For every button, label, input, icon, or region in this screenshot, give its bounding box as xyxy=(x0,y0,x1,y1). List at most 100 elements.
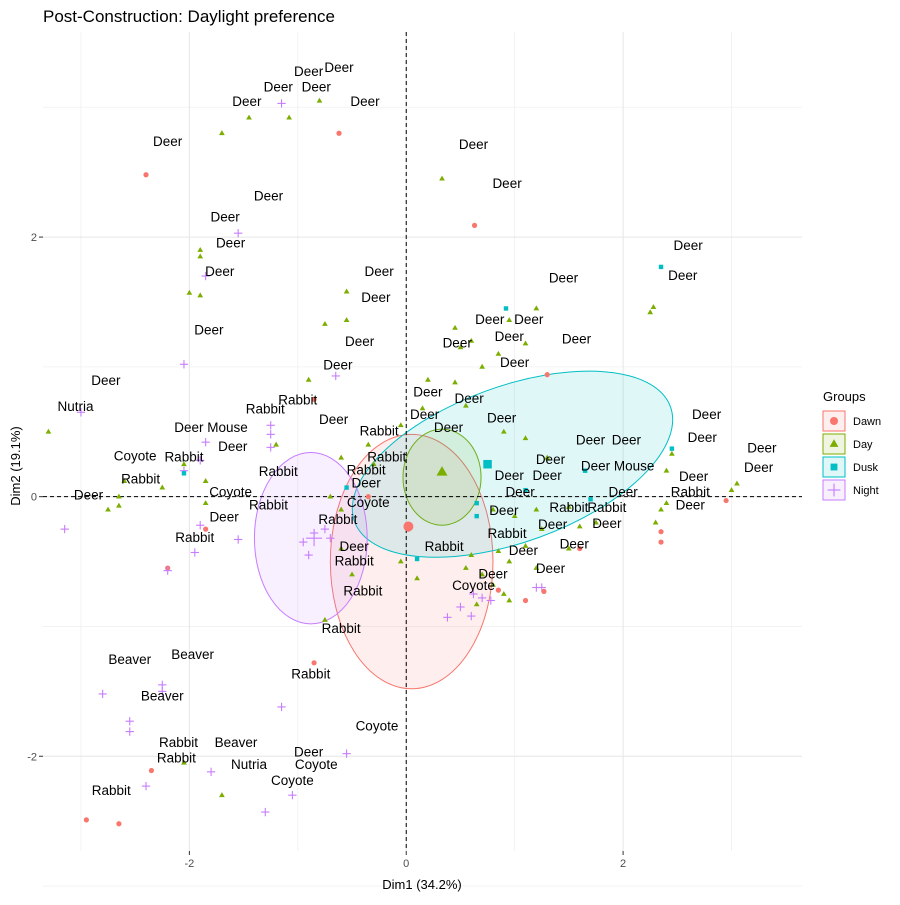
point-label: Deer Mouse xyxy=(581,459,655,474)
point-label: Deer xyxy=(562,332,592,347)
data-point-day xyxy=(452,379,458,385)
data-point-day xyxy=(522,435,529,441)
point-label: Deer xyxy=(410,407,440,422)
point-label: Rabbit xyxy=(347,463,386,478)
data-point-day xyxy=(566,503,572,509)
data-point-day xyxy=(728,487,735,493)
point-label: Deer xyxy=(533,468,563,483)
data-point-dawn xyxy=(143,172,149,178)
point-label: Deer xyxy=(294,64,324,79)
point-label: Deer xyxy=(489,503,519,518)
legend-key-marker xyxy=(827,483,841,497)
data-point-night xyxy=(443,613,452,622)
data-point-day xyxy=(397,558,404,564)
data-point-day xyxy=(186,289,193,295)
data-point-day xyxy=(495,548,502,554)
point-label: Rabbit xyxy=(335,553,374,568)
data-point-dawn xyxy=(522,597,529,604)
data-point-day xyxy=(286,114,292,120)
data-point-day xyxy=(219,792,225,798)
data-point-night xyxy=(98,689,107,699)
point-label: Deer xyxy=(505,485,535,500)
data-point-day xyxy=(246,114,252,120)
point-label: Nutria xyxy=(231,757,268,772)
data-point-day xyxy=(495,350,502,356)
points-layer xyxy=(45,97,740,827)
ellipse-dusk xyxy=(351,370,674,558)
data-point-night xyxy=(196,456,205,465)
data-point-day xyxy=(159,484,166,490)
data-point-day xyxy=(116,493,122,499)
data-point-day xyxy=(338,506,345,512)
data-point-day xyxy=(197,253,204,259)
point-label: Coyote xyxy=(295,757,338,772)
data-point-day xyxy=(439,175,445,181)
point-label: Deer xyxy=(592,516,622,531)
group-center-dusk xyxy=(483,459,492,469)
data-point-night xyxy=(320,524,330,534)
point-label: Deer xyxy=(413,385,443,400)
ellipse-day xyxy=(402,428,482,526)
data-point-day xyxy=(414,575,420,581)
point-label: Rabbit xyxy=(278,393,317,408)
data-point-day xyxy=(322,320,328,326)
point-label: Deer xyxy=(153,134,183,149)
point-labels-layer: Deer Deer Deer Deer Deer Deer Deer Deer Deer Deer… xyxy=(58,60,777,798)
point-label: Nutria xyxy=(58,399,95,414)
data-point-day xyxy=(500,428,507,434)
data-point-day xyxy=(397,422,404,428)
point-label: Rabbit xyxy=(246,402,285,417)
point-label: Deer xyxy=(487,411,517,426)
point-label: Deer xyxy=(688,430,718,445)
data-point-day xyxy=(327,493,334,499)
data-point-day xyxy=(338,454,345,460)
data-point-day xyxy=(506,317,513,323)
data-point-day xyxy=(219,130,225,136)
data-point-day xyxy=(105,506,111,512)
data-point-day xyxy=(500,590,507,596)
point-label: Deer xyxy=(679,469,709,484)
data-point-day xyxy=(202,500,209,506)
data-point-day xyxy=(468,552,475,557)
data-point-dawn xyxy=(471,222,478,228)
data-point-dawn xyxy=(83,817,89,823)
data-point-day xyxy=(343,317,350,323)
data-point-day xyxy=(370,461,377,467)
y-axis-title: Dim2 (19.1%) xyxy=(8,426,23,505)
data-point-dawn xyxy=(365,494,371,500)
point-label: Coyote xyxy=(209,485,252,500)
data-point-day xyxy=(425,376,431,382)
data-point-day xyxy=(566,545,572,551)
point-label: Rabbit xyxy=(367,450,406,465)
data-point-day xyxy=(669,450,675,456)
data-point-night xyxy=(261,807,270,817)
point-label: Deer xyxy=(576,433,606,448)
point-label: Deer xyxy=(514,312,544,327)
data-point-night xyxy=(234,229,243,238)
point-label: Deer xyxy=(536,561,566,576)
group-center-day xyxy=(436,466,448,476)
legend-item-day: Day xyxy=(822,433,873,455)
data-point-night xyxy=(201,271,210,281)
data-point-dawn xyxy=(203,526,209,532)
point-label: Deer xyxy=(218,439,248,454)
data-point-night xyxy=(288,791,297,800)
data-point-day xyxy=(593,519,599,525)
data-point-night xyxy=(277,99,286,108)
point-label: Deer xyxy=(744,460,774,475)
data-point-day xyxy=(650,304,657,310)
point-label: Rabbit xyxy=(121,472,160,487)
point-label: Deer xyxy=(361,290,391,305)
point-label: Rabbit xyxy=(549,500,588,515)
data-point-dusk xyxy=(344,485,349,490)
point-label: Deer xyxy=(74,487,104,502)
legend-item-dawn: Dawn xyxy=(822,410,881,432)
data-point-dawn xyxy=(577,545,583,552)
data-point-day xyxy=(463,402,469,408)
axes-layer: -2 0 2 -2 0 2 xyxy=(27,232,626,870)
point-label: Rabbit xyxy=(164,450,203,465)
legend-title: Groups xyxy=(823,389,866,404)
data-point-dusk xyxy=(181,471,187,476)
legend-item-label: Night xyxy=(853,485,879,497)
